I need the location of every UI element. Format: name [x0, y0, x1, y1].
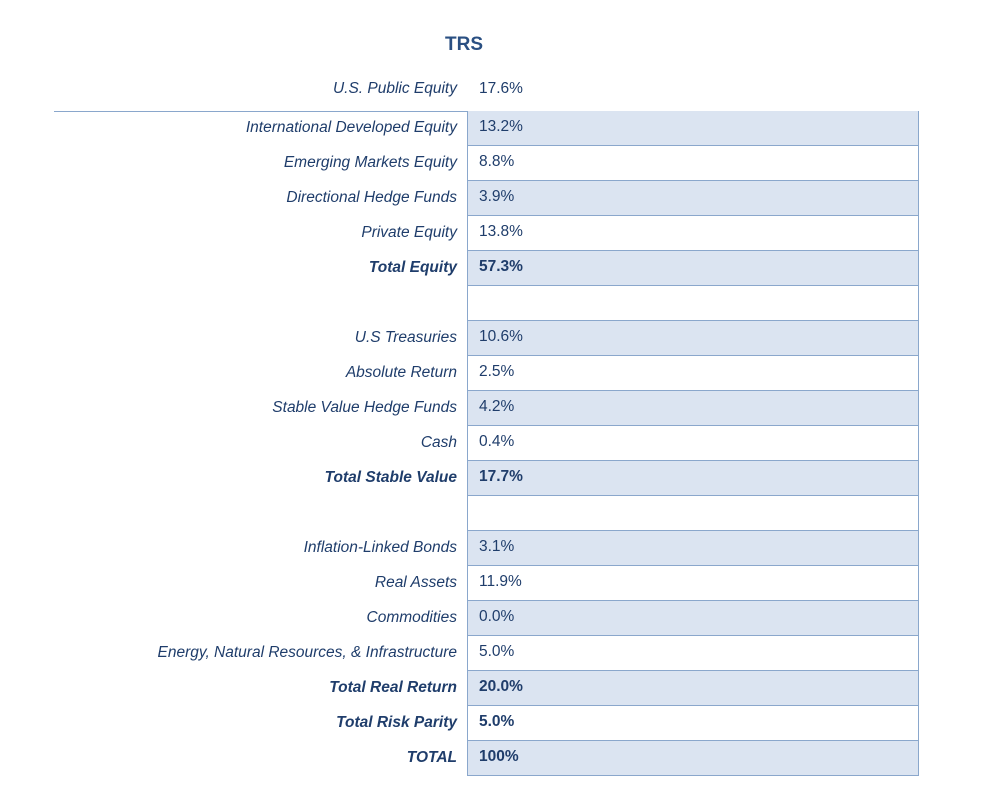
table-row: Emerging Markets Equity 8.8% [0, 146, 1000, 181]
row-label: U.S Treasuries [354, 329, 457, 346]
table-row: Energy, Natural Resources, & Infrastruct… [0, 636, 1000, 671]
row-value: 4.2% [479, 398, 515, 415]
value-cell: 8.8% [467, 146, 919, 181]
value-cell: 0.0% [467, 601, 919, 636]
table-row: Commodities 0.0% [0, 601, 1000, 636]
row-label: Emerging Markets Equity [283, 154, 457, 171]
row-value: 10.6% [479, 328, 523, 345]
total-row-real-return: Total Real Return 20.0% [0, 671, 1000, 706]
value-cell: 0.4% [467, 426, 919, 461]
row-label: Absolute Return [345, 364, 457, 381]
allocation-table: International Developed Equity 13.2% Eme… [0, 111, 1000, 776]
row-value: 5.0% [479, 643, 515, 660]
table-row: International Developed Equity 13.2% [0, 111, 1000, 146]
table-row: Directional Hedge Funds 3.9% [0, 181, 1000, 216]
row-value: 3.1% [479, 538, 515, 555]
grand-total-row: TOTAL 100% [0, 741, 1000, 776]
value-cell: 10.6% [467, 321, 919, 356]
row-value: 100% [479, 748, 519, 765]
table-row: Stable Value Hedge Funds 4.2% [0, 391, 1000, 426]
table-row: Real Assets 11.9% [0, 566, 1000, 601]
row-value: 8.8% [479, 153, 515, 170]
row-label: Energy, Natural Resources, & Infrastruct… [157, 644, 457, 661]
row-label: Cash [420, 434, 457, 451]
row-label: Commodities [366, 609, 457, 626]
value-cell: 13.2% [467, 111, 919, 146]
value-cell: 5.0% [467, 636, 919, 671]
row-value: 0.4% [479, 433, 515, 450]
row-value: 57.3% [479, 258, 523, 275]
row-value: 17.7% [479, 468, 523, 485]
page-title: TRS [445, 34, 483, 55]
row-value: 17.6% [479, 80, 523, 97]
row-label: Private Equity [361, 224, 457, 241]
table-row: Private Equity 13.8% [0, 216, 1000, 251]
row-label: Inflation-Linked Bonds [303, 539, 457, 556]
row-label: U.S. Public Equity [332, 80, 457, 97]
row-label: Real Assets [374, 574, 457, 591]
table-row: Cash 0.4% [0, 426, 1000, 461]
value-cell [467, 496, 919, 531]
header-row-us-public-equity: U.S. Public Equity 17.6% [0, 76, 1000, 102]
value-cell: 3.1% [467, 531, 919, 566]
row-label: Total Stable Value [324, 469, 457, 486]
row-value: 3.9% [479, 188, 515, 205]
row-value: 5.0% [479, 713, 515, 730]
row-value: 13.2% [479, 118, 523, 135]
row-value: 2.5% [479, 363, 515, 380]
value-cell: 20.0% [467, 671, 919, 706]
value-cell: 11.9% [467, 566, 919, 601]
value-cell: 2.5% [467, 356, 919, 391]
row-value: 11.9% [479, 573, 522, 590]
row-value: 20.0% [479, 678, 523, 695]
total-row-risk-parity: Total Risk Parity 5.0% [0, 706, 1000, 741]
table-row: Inflation-Linked Bonds 3.1% [0, 531, 1000, 566]
row-value: 0.0% [479, 608, 515, 625]
table-row: Absolute Return 2.5% [0, 356, 1000, 391]
row-label: Directional Hedge Funds [286, 189, 457, 206]
row-label: Total Risk Parity [336, 714, 457, 731]
row-label: Total Real Return [329, 679, 457, 696]
row-label: International Developed Equity [245, 119, 457, 136]
row-label: Total Equity [368, 259, 457, 276]
value-cell: 5.0% [467, 706, 919, 741]
total-row-stable-value: Total Stable Value 17.7% [0, 461, 1000, 496]
value-cell [467, 286, 919, 321]
total-row-equity: Total Equity 57.3% [0, 251, 1000, 286]
value-cell: 100% [467, 741, 919, 776]
value-cell: 57.3% [467, 251, 919, 286]
value-cell: 17.7% [467, 461, 919, 496]
value-cell: 4.2% [467, 391, 919, 426]
table-row: U.S Treasuries 10.6% [0, 321, 1000, 356]
value-cell: 3.9% [467, 181, 919, 216]
spacer-row [0, 286, 1000, 321]
row-value: 13.8% [479, 223, 523, 240]
value-cell: 13.8% [467, 216, 919, 251]
spacer-row [0, 496, 1000, 531]
row-label: TOTAL [406, 749, 457, 766]
row-label: Stable Value Hedge Funds [272, 399, 457, 416]
